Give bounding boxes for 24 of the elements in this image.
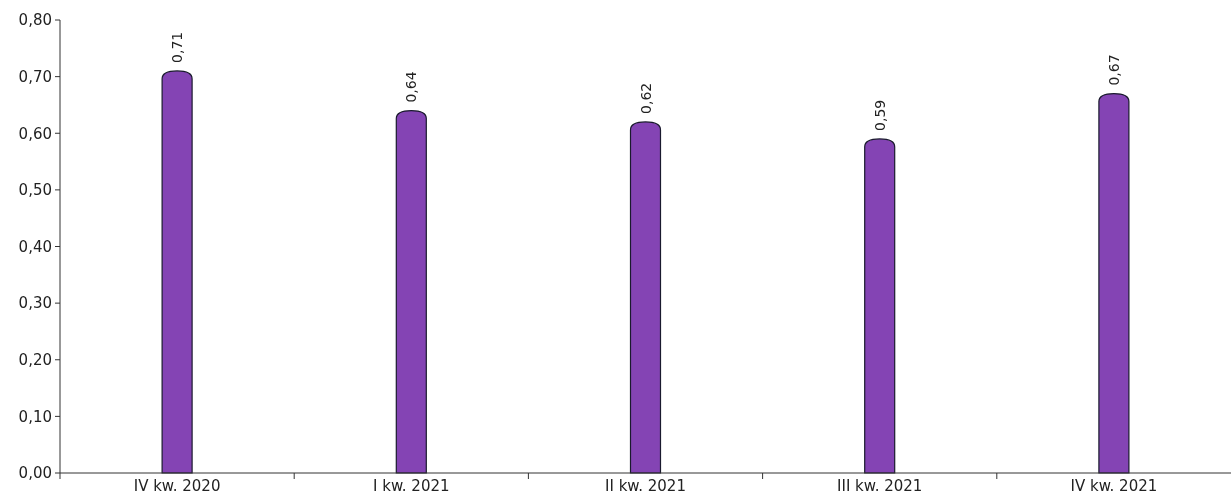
data-label: 0,62 xyxy=(637,82,654,114)
y-tick-label: 0,20 xyxy=(18,351,52,369)
data-label: 0,64 xyxy=(403,71,420,103)
x-tick-label: I kw. 2021 xyxy=(373,477,450,495)
y-tick-label: 0,50 xyxy=(18,181,52,200)
bar xyxy=(161,70,193,474)
y-tick-label: 0,10 xyxy=(18,407,52,426)
y-tick-label: 0,30 xyxy=(18,294,52,313)
bar xyxy=(1098,93,1130,474)
x-tick-label: III kw. 2021 xyxy=(837,477,923,495)
x-tick-label: IV kw. 2021 xyxy=(1070,477,1158,495)
y-tick-label: 0,60 xyxy=(18,124,52,143)
y-tick-label: 0,40 xyxy=(18,237,52,256)
data-label: 0,67 xyxy=(1105,54,1122,86)
bar xyxy=(629,121,662,474)
y-tick-label: 0,00 xyxy=(18,464,52,483)
bar xyxy=(864,138,896,474)
bar xyxy=(395,110,427,474)
data-label: 0,59 xyxy=(871,99,888,131)
data-label: 0,71 xyxy=(169,31,186,63)
y-tick-label: 0,80 xyxy=(18,11,52,30)
x-tick-label: IV kw. 2020 xyxy=(133,477,221,495)
y-tick-label: 0,70 xyxy=(18,67,52,86)
x-tick-label: II kw. 2021 xyxy=(605,477,686,495)
